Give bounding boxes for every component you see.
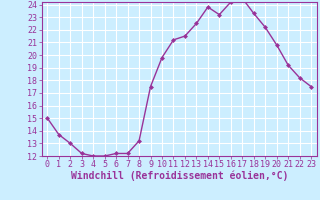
X-axis label: Windchill (Refroidissement éolien,°C): Windchill (Refroidissement éolien,°C) [70, 171, 288, 181]
